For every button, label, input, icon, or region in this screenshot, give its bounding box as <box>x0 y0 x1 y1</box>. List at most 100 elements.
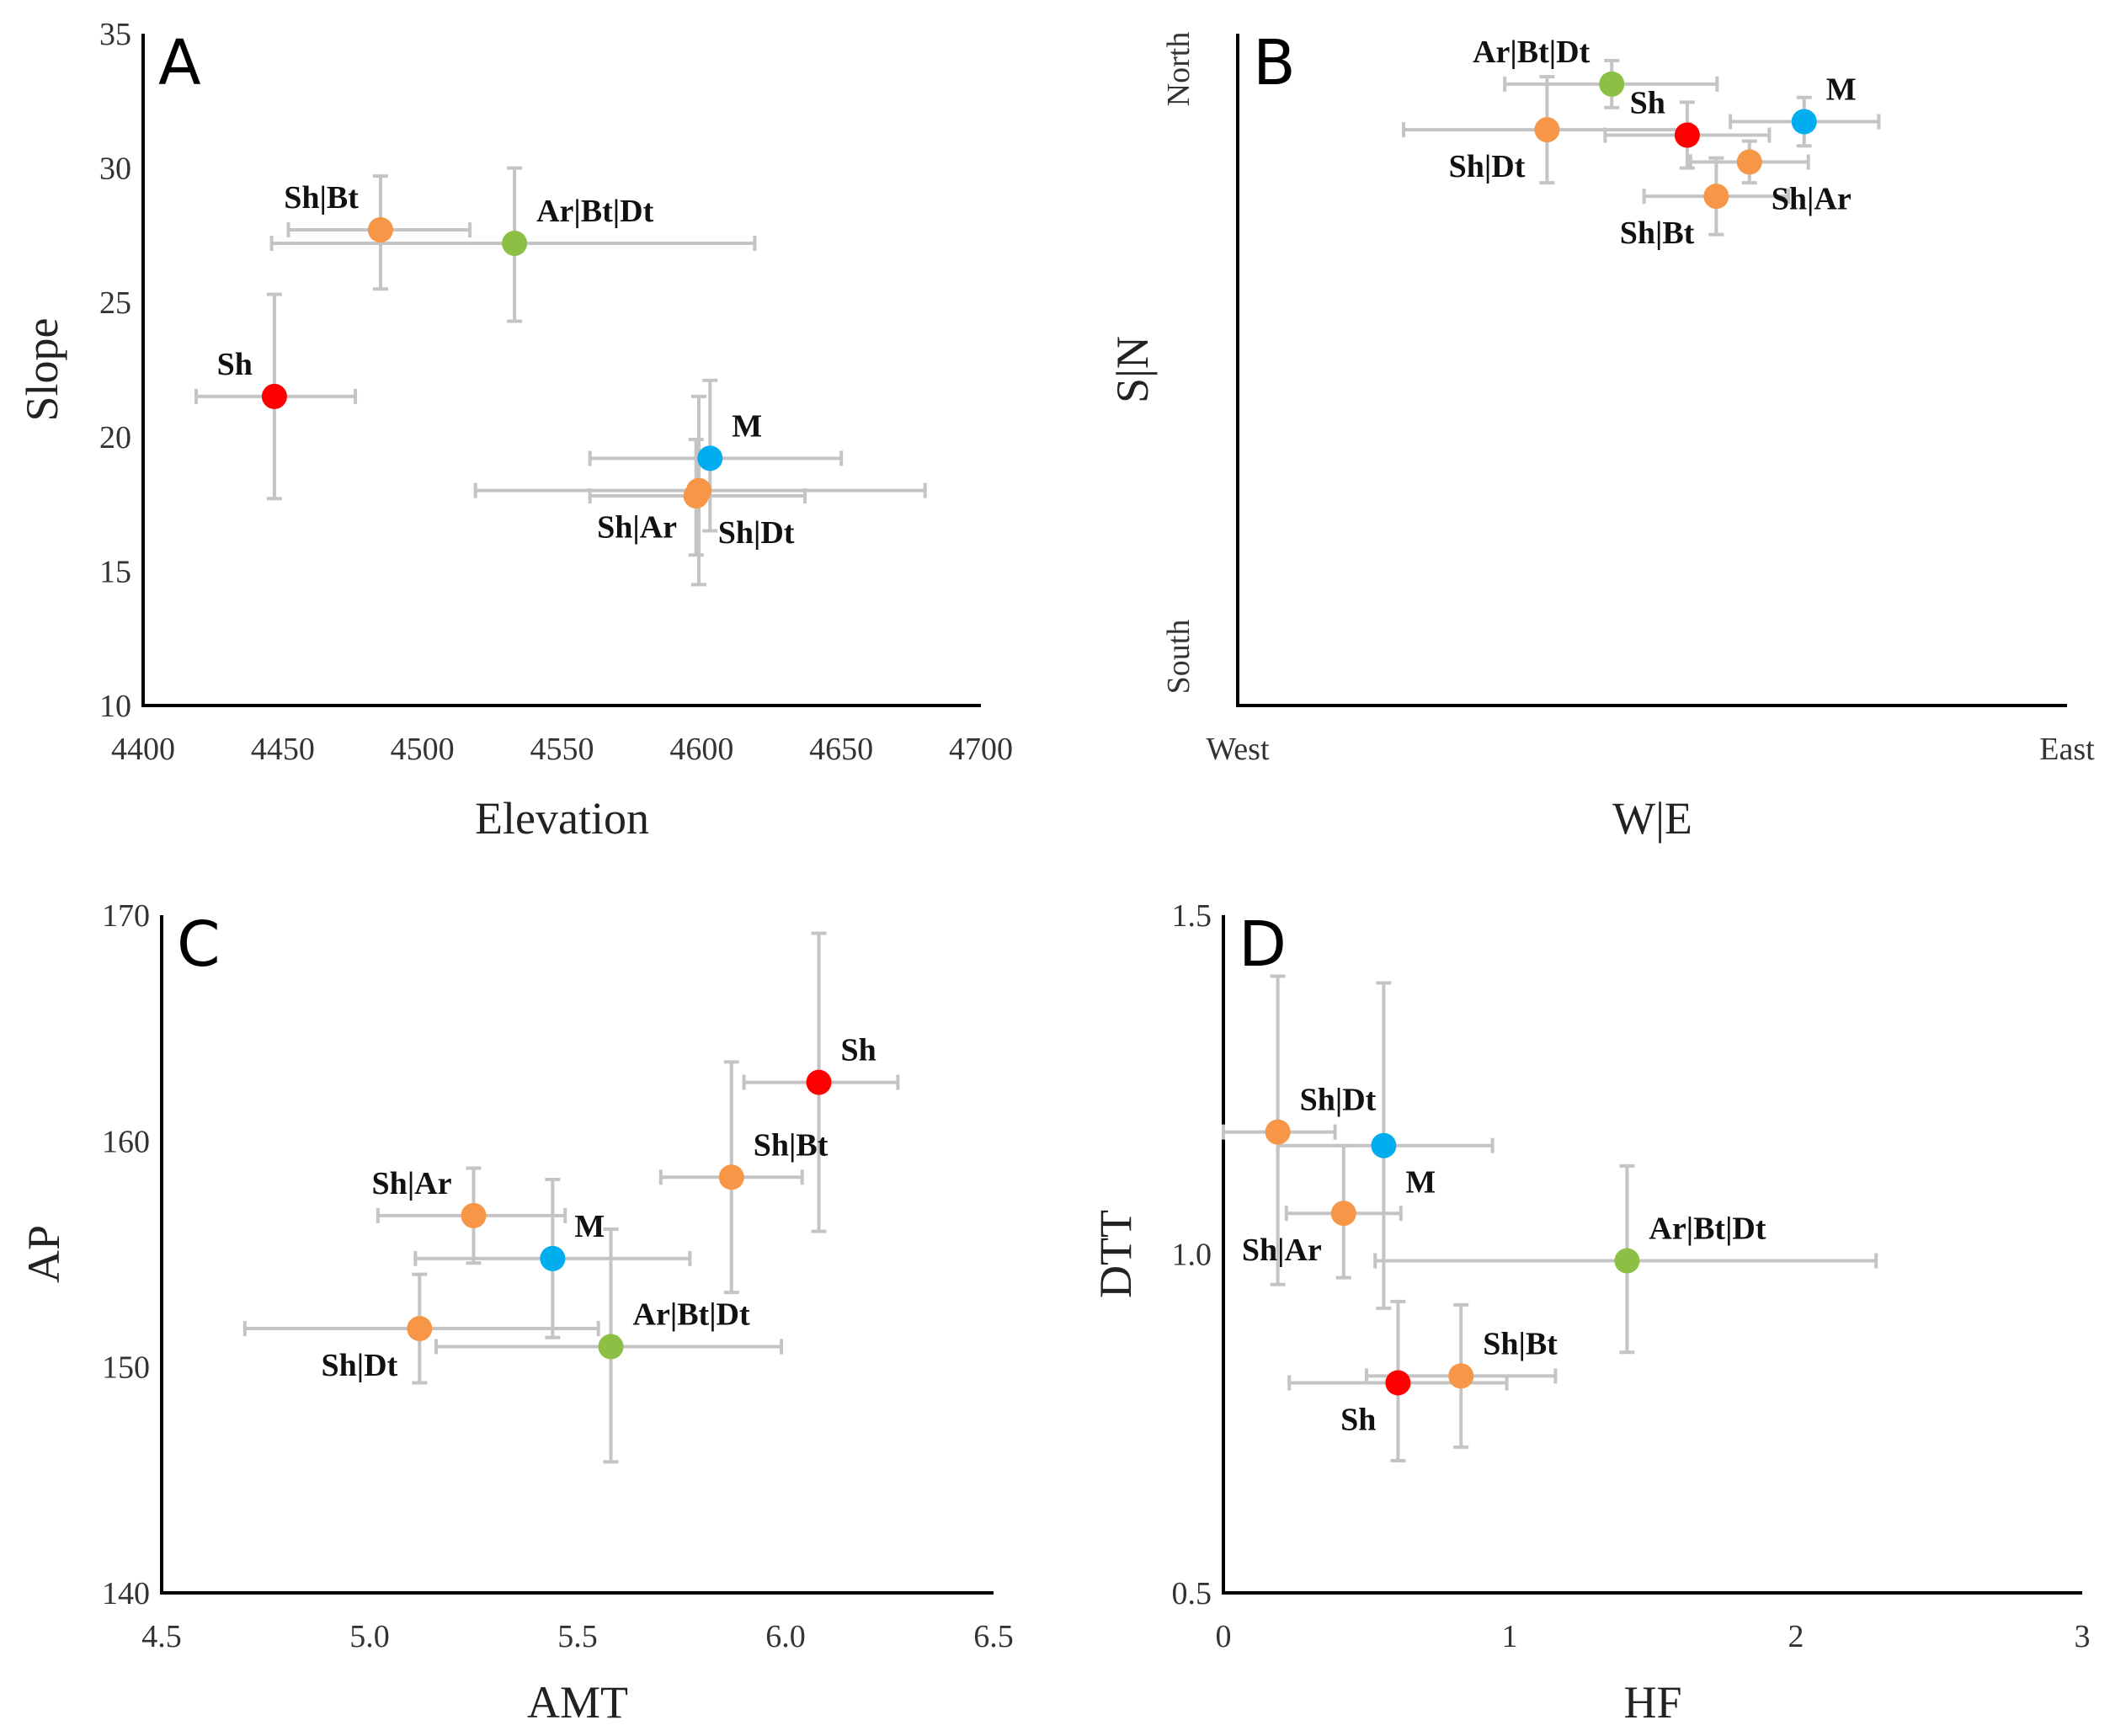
point-label: Sh <box>1630 85 1665 120</box>
x-tick-label: 4650 <box>809 732 873 767</box>
x-tick-label: 4400 <box>111 732 175 767</box>
y-axis-title: AP <box>19 1225 69 1283</box>
data-point <box>407 1316 433 1342</box>
data-point <box>1330 1201 1356 1227</box>
x-axis-title: Elevation <box>475 793 649 844</box>
data-point <box>1534 117 1560 143</box>
data-point <box>261 383 287 409</box>
y-tick-label: North <box>1161 32 1196 107</box>
x-axis-title: HF <box>1623 1677 1681 1728</box>
data-point <box>1703 184 1729 210</box>
x-tick-label: 6.0 <box>765 1619 806 1654</box>
data-point <box>1599 71 1625 97</box>
data-point <box>367 217 393 243</box>
point-label: Ar|Bt|Dt <box>1473 35 1590 70</box>
y-tick-label: 150 <box>102 1350 150 1386</box>
y-axis-title: S|N <box>1107 336 1158 403</box>
point-label: M <box>1405 1165 1436 1201</box>
x-tick-label: 4.5 <box>141 1619 182 1654</box>
point-label: Sh|Ar <box>1242 1233 1322 1268</box>
x-axis-title: W|E <box>1612 793 1692 844</box>
x-tick-label: West <box>1206 732 1269 767</box>
data-point <box>461 1202 487 1228</box>
y-axis-title: DTT <box>1090 1210 1141 1298</box>
point-label: Sh|Bt <box>1483 1326 1558 1361</box>
data-point <box>1265 1119 1291 1145</box>
y-tick-label: 20 <box>99 420 131 455</box>
y-tick-label: 35 <box>99 17 131 52</box>
point-label: Sh|Dt <box>1449 149 1526 184</box>
point-label: Sh|Ar <box>597 510 677 546</box>
panel-d: 0 1 2 3 0.5 1.0 1.5 HF DTT D Sh|Dt M Sh|Ar Ar|Bt|Dt Sh… <box>1090 898 2091 1728</box>
data-point <box>540 1245 566 1271</box>
point-label: Sh|Bt <box>284 180 359 216</box>
x-tick-label: 6.5 <box>973 1619 1014 1654</box>
data-point <box>806 1069 832 1095</box>
point-label: Sh|Dt <box>1300 1083 1377 1118</box>
point-label: M <box>574 1209 605 1244</box>
point-label: Sh|Bt <box>754 1127 829 1163</box>
y-tick-label: 1.0 <box>1172 1238 1212 1273</box>
y-tick-label: 170 <box>102 898 150 934</box>
y-tick-label: 1.5 <box>1172 898 1212 934</box>
point-label: Ar|Bt|Dt <box>633 1297 750 1333</box>
x-tick-label: East <box>2039 732 2095 767</box>
data-point <box>1448 1363 1474 1389</box>
axes-frame <box>1236 34 2067 707</box>
point-label: M <box>1826 72 1857 108</box>
x-tick-label: 4700 <box>949 732 1013 767</box>
data-point <box>1371 1132 1397 1158</box>
data-point <box>1791 109 1817 135</box>
x-tick-label: 4450 <box>251 732 315 767</box>
data-point <box>697 445 723 471</box>
x-tick-label: 4600 <box>669 732 733 767</box>
point-label: Sh|Dt <box>322 1348 398 1383</box>
panel-label: A <box>158 27 201 99</box>
x-tick-label: 4550 <box>530 732 594 767</box>
x-tick-label: 3 <box>2075 1619 2091 1654</box>
x-tick-label: 2 <box>1788 1619 1804 1654</box>
y-axis-title: Slope <box>17 317 67 421</box>
panel-label: C <box>177 908 221 981</box>
x-tick-label: 5.0 <box>349 1619 390 1654</box>
point-label: Sh|Bt <box>1620 216 1695 251</box>
point-label: Sh|Ar <box>372 1166 452 1201</box>
y-tick-label: 140 <box>102 1576 150 1611</box>
y-tick-label: 25 <box>99 285 131 321</box>
data-point <box>683 483 709 509</box>
panel-b: West East South North W|E S|N B Ar|Bt|Dt Sh|Dt Sh… <box>1107 27 2095 844</box>
data-point <box>1674 122 1700 148</box>
data-point <box>718 1164 744 1190</box>
point-label: Sh|Ar <box>1772 181 1852 216</box>
x-tick-label: 5.5 <box>557 1619 598 1654</box>
data-point <box>1736 149 1762 175</box>
data-point <box>598 1334 624 1360</box>
data-point <box>1385 1370 1411 1396</box>
y-tick-label: 30 <box>99 152 131 187</box>
data-point <box>1614 1248 1640 1274</box>
y-tick-label: South <box>1161 620 1196 695</box>
point-label: Sh <box>1340 1402 1376 1437</box>
x-tick-label: 0 <box>1216 1619 1232 1654</box>
point-label: Sh <box>841 1033 877 1068</box>
point-label: Sh|Dt <box>718 515 795 551</box>
point-label: Sh <box>217 347 253 382</box>
y-tick-label: 0.5 <box>1172 1576 1212 1611</box>
panel-a: 4400 4450 4500 4550 4600 4650 4700 10 15 20 25 30 35… <box>17 17 1013 844</box>
x-tick-label: 4500 <box>391 732 455 767</box>
point-label: Ar|Bt|Dt <box>1649 1211 1766 1247</box>
x-tick-label: 1 <box>1502 1619 1518 1654</box>
panel-label: D <box>1239 908 1287 981</box>
axes-frame <box>160 915 994 1595</box>
axes-frame <box>1222 915 2082 1595</box>
panel-c: 4.5 5.0 5.5 6.0 6.5 140 150 160 170 AMT AP C Sh Sh|Bt… <box>19 898 1014 1728</box>
y-tick-label: 160 <box>102 1124 150 1159</box>
panel-label: B <box>1253 27 1296 99</box>
point-label: M <box>732 408 762 444</box>
point-label: Ar|Bt|Dt <box>536 194 653 229</box>
y-tick-label: 15 <box>99 554 131 589</box>
x-axis-title: AMT <box>527 1677 628 1728</box>
y-tick-label: 10 <box>99 689 131 724</box>
data-point <box>502 230 528 256</box>
